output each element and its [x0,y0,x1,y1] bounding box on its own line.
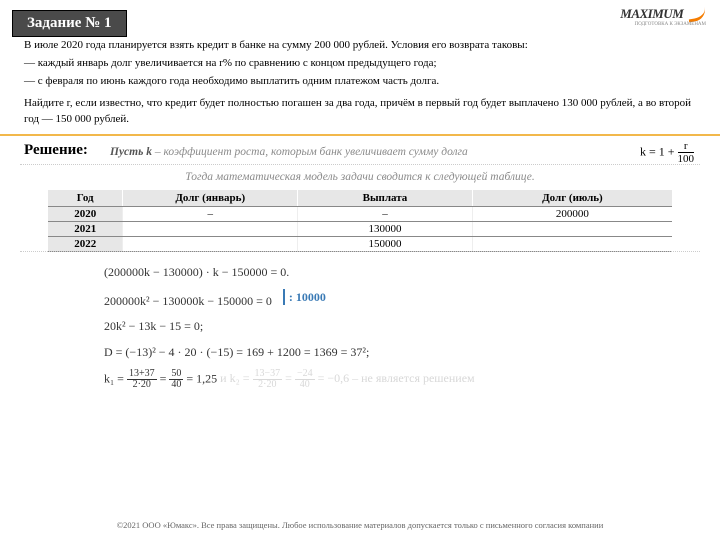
k2-frac-2: −24 40 [295,369,315,390]
task-badge: Задание № 1 [12,10,127,37]
model-table-wrap: Год Долг (январь) Выплата Долг (июль) 20… [48,190,672,252]
solution-intro: Пусть k – коэффициент роста, которым бан… [110,146,468,158]
divide-marker: : 10000 [283,289,326,305]
cell-pay: 150000 [298,237,473,252]
cell-jan [123,222,298,237]
k1-frac-1: 13+37 2·20 [127,369,157,390]
solution-note: Тогда математическая модель задачи своди… [0,171,720,183]
cell-jul: 200000 [472,207,672,222]
intro-prefix: Пусть k [110,146,152,158]
cell-jul [472,222,672,237]
formula-fraction: r 100 [678,140,695,165]
eq-2-row: 200000k² − 130000k − 150000 = 0 : 10000 [104,289,475,309]
swoosh-icon [687,8,707,23]
solution-label: Решение: [24,142,88,159]
growth-formula: k = 1 + r 100 [640,140,694,165]
th-jan: Долг (январь) [123,190,298,207]
k2-frac-1: 13−37 2·20 [253,369,283,390]
cell-year: 2022 [48,237,123,252]
fade-and: и [220,371,229,385]
k2-pre: k₂ = [230,371,253,385]
equations-block: (200000k − 130000) · k − 150000 = 0. 200… [104,264,475,399]
cell-pay: – [298,207,473,222]
th-year: Год [48,190,123,207]
k1-frac-2: 50 40 [169,369,183,390]
k1-f2-bot: 40 [169,380,183,390]
problem-bullet-2: — с февраля по июнь каждого года необход… [24,74,696,90]
k1-pre: k₁ = [104,371,127,385]
roots-faded: и k₂ = 13−37 2·20 = −24 40 = −0,6 – не я… [220,371,474,385]
cell-jul [472,237,672,252]
dotted-rule-2 [20,251,700,252]
k2-mid: = [285,371,295,385]
eq-roots: k₁ = 13+37 2·20 = 50 40 = 1,25 и k₂ = 13… [104,369,475,390]
brand-logo-sub: ПОДГОТОВКА К ЭКЗАМЕНАМ [635,22,706,27]
cell-jan [123,237,298,252]
brand-logo: MAXIMUM [620,6,706,22]
cell-jan: – [123,207,298,222]
th-jul: Долг (июль) [472,190,672,207]
table-row: 2020 – – 200000 [48,207,672,222]
formula-left: k = 1 + [640,144,678,158]
formula-num: r [678,140,695,153]
cell-year: 2020 [48,207,123,222]
problem-line-1: В июле 2020 года планируется взять креди… [24,38,696,54]
k1-post: = 1,25 [186,371,217,385]
divider-accent [0,134,720,136]
table-row: 2022 150000 [48,237,672,252]
problem-bullet-1: — каждый январь долг увеличивается на r%… [24,56,696,72]
footer-copyright: ©2021 ООО «Юмакс». Все права защищены. Л… [0,520,720,530]
eq-2: 200000k² − 130000k − 150000 = 0 [104,294,272,308]
k2-f2-bot: 40 [295,380,315,390]
table-header-row: Год Долг (январь) Выплата Долг (июль) [48,190,672,207]
k1-mid: = [160,371,170,385]
problem-line-2: Найдите r, если известно, что кредит буд… [24,96,696,128]
bar-icon [283,289,285,305]
eq-3: 20k² − 13k − 15 = 0; [104,318,475,334]
eq-1: (200000k − 130000) · k − 150000 = 0. [104,264,475,280]
k2-post: = −0,6 – не является решением [318,371,475,385]
th-pay: Выплата [298,190,473,207]
divide-text: : 10000 [289,289,326,305]
model-table: Год Долг (январь) Выплата Долг (июль) 20… [48,190,672,252]
problem-statement: В июле 2020 года планируется взять креди… [24,38,696,130]
k2-f1-bot: 2·20 [253,380,283,390]
cell-year: 2021 [48,222,123,237]
brand-logo-text: MAXIMUM [620,6,683,21]
cell-pay: 130000 [298,222,473,237]
k1-f1-bot: 2·20 [127,380,157,390]
dotted-rule-1 [20,164,700,165]
eq-4: D = (−13)² − 4 · 20 · (−15) = 169 + 1200… [104,344,475,360]
intro-rest: – коэффициент роста, которым банк увелич… [152,146,468,158]
table-row: 2021 130000 [48,222,672,237]
